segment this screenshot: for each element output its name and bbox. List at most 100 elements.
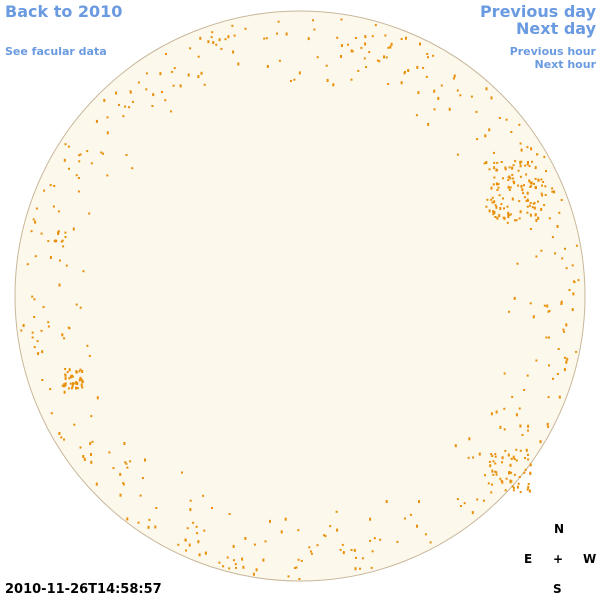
facula [383,55,385,59]
facula [491,469,494,473]
facula [186,527,189,530]
facula [485,161,488,164]
facula [379,538,382,541]
facular-link[interactable]: See facular data [5,45,107,58]
facula [81,370,84,373]
facula [336,528,339,532]
facula [494,216,497,218]
facula [478,452,481,456]
facula [119,472,122,476]
facula [485,87,488,91]
facula [309,550,312,553]
facula [523,184,525,187]
facula [262,558,265,562]
facula [297,529,300,532]
facula [49,184,52,187]
facula [519,424,522,428]
facula [323,534,326,537]
facula [227,35,230,39]
facula [426,53,429,55]
facula [507,185,510,189]
facula [468,437,471,441]
facula [512,489,515,492]
facula [575,350,578,353]
next-day-link[interactable]: Next day [516,19,596,38]
facula [419,42,421,46]
facula [129,91,132,94]
facula [459,94,462,97]
facula [80,383,83,387]
facula [403,72,406,75]
facula [78,160,81,163]
previous-hour-link[interactable]: Previous hour [509,45,596,58]
facula [510,457,513,460]
facula [218,561,221,564]
facula [231,24,234,27]
facula [529,213,532,217]
facula [22,324,25,327]
facula [427,122,430,126]
facula [60,436,63,439]
facula [78,154,81,157]
facula [506,205,509,208]
facula [565,323,568,327]
facula [502,216,505,219]
facula [424,533,427,536]
facula [504,166,507,170]
facula [507,453,510,457]
facula [57,230,60,233]
facula [88,354,91,357]
facula [501,480,504,484]
facula [513,181,516,185]
facula [353,548,356,552]
facula [526,162,529,166]
facula [512,180,515,183]
facula [495,410,498,414]
facula [519,210,522,214]
facula [508,166,511,169]
facula [118,103,120,106]
facula [69,375,72,379]
facula [525,200,528,202]
facula [43,189,46,192]
facula [494,455,497,458]
facula [363,57,366,60]
facula [524,468,527,471]
facula [517,482,520,485]
facula [36,340,39,343]
facula [476,138,479,141]
facula [122,483,125,486]
facula [65,264,68,267]
compass-west: W [583,552,597,566]
facula [67,326,70,329]
facula [177,543,180,546]
facula [50,412,53,415]
facula [90,460,93,464]
facula [403,517,406,520]
facula [499,425,502,429]
facula [490,198,493,201]
facula [488,128,491,132]
facula [266,64,269,68]
facula [86,344,89,347]
facula [75,386,77,390]
facula [368,51,371,54]
compass-north: N [554,522,565,536]
facula [67,387,70,390]
facula [145,88,148,91]
back-link[interactable]: Back to 2010 [5,2,123,21]
previous-day-link[interactable]: Previous day [479,2,596,21]
facula [122,482,125,485]
facula [129,460,132,463]
facula [31,295,34,298]
facula [533,182,535,185]
facula [31,336,34,339]
facula [503,372,506,375]
facula [486,198,489,201]
facula [172,84,175,87]
facula [515,219,518,222]
next-hour-link[interactable]: Next hour [534,58,597,71]
facula [75,382,78,385]
facula [64,377,67,380]
facula [558,211,561,214]
